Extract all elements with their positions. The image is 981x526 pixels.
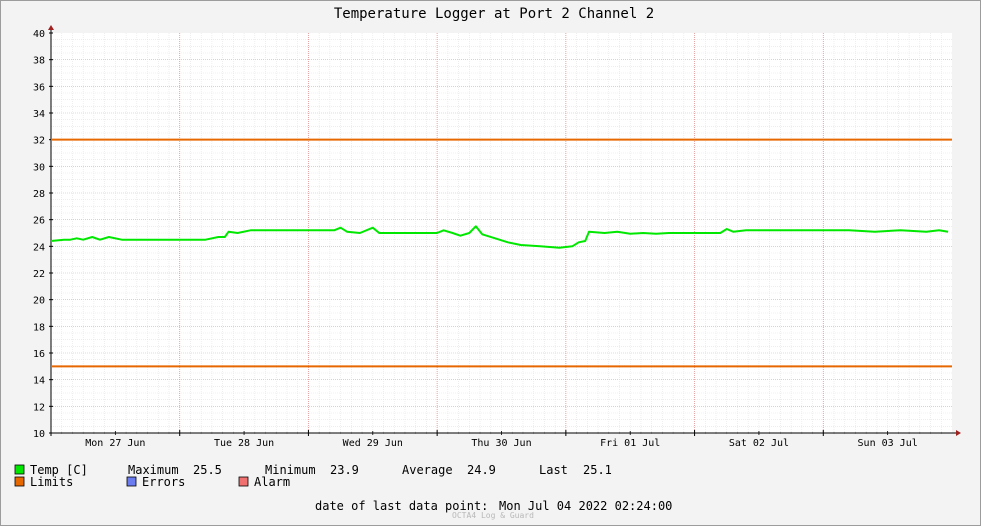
y-tick-label: 12 [33,402,45,413]
limit-lines [51,138,952,368]
legend-value-minimum: 23.9 [330,463,359,477]
y-tick-label: 34 [33,109,45,120]
x-day-label: Fri 01 Jul [600,438,660,449]
y-tick-label: 16 [33,349,45,360]
y-tick-label: 14 [33,376,45,387]
y-tick-label: 18 [33,322,45,333]
legend-swatch-temp [14,464,25,475]
y-tick-label: 32 [33,136,45,147]
x-day-label: Mon 27 Jun [85,438,145,449]
legend-label-maximum: Maximum [128,463,179,477]
legend-label-minimum: Minimum [265,463,316,477]
y-tick-label: 10 [33,429,45,440]
y-tick-label: 22 [33,269,45,280]
legend-label-errors: Errors [142,475,185,489]
y-tick-label: 36 [33,82,45,93]
legend-label-limits: Limits [30,475,73,489]
y-tick-label: 40 [33,29,45,40]
temperature-series [50,225,949,249]
legend-label-last: Last [539,463,568,477]
legend-swatch-alarm [238,476,249,487]
y-tick-labels: 10 12 14 16 18 20 22 24 26 28 30 32 34 36 38 40 [33,29,45,440]
y-tick-label: 26 [33,216,45,227]
legend-label-average: Average [402,463,453,477]
legend-label-temp: Temp [C] [30,463,88,477]
x-day-label: Sat 02 Jul [729,438,789,449]
legend-value-maximum: 25.5 [193,463,222,477]
series-line-temp [50,225,949,249]
x-day-label: Wed 29 Jun [343,438,403,449]
axes [48,25,961,436]
legend-swatch-limits [14,476,25,487]
last-data-point-value: Mon Jul 04 2022 02:24:00 [499,499,672,513]
chart-title: Temperature Logger at Port 2 Channel 2 [334,6,654,22]
y-tick-label: 24 [33,242,45,253]
y-tick-label: 28 [33,189,45,200]
x-day-label: Thu 30 Jun [471,438,531,449]
legend-swatch-errors [126,476,137,487]
y-tick-label: 38 [33,56,45,67]
last-data-point-label: date of last data point: [315,499,488,513]
x-day-label: Tue 28 Jun [214,438,274,449]
legend-value-last: 25.1 [583,463,612,477]
footer-credit: OCTA4 Log & Guard [452,511,534,520]
y-tick-label: 20 [33,296,45,307]
y-tick-label: 30 [33,162,45,173]
y-axis-arrow [48,25,54,30]
x-day-label: Sun 03 Jul [858,438,918,449]
legend-label-alarm: Alarm [254,475,290,489]
x-axis-arrow [956,430,961,436]
x-day-labels: Mon 27 Jun Tue 28 Jun Wed 29 Jun Thu 30 Jun… [85,438,918,449]
legend-value-average: 24.9 [467,463,496,477]
